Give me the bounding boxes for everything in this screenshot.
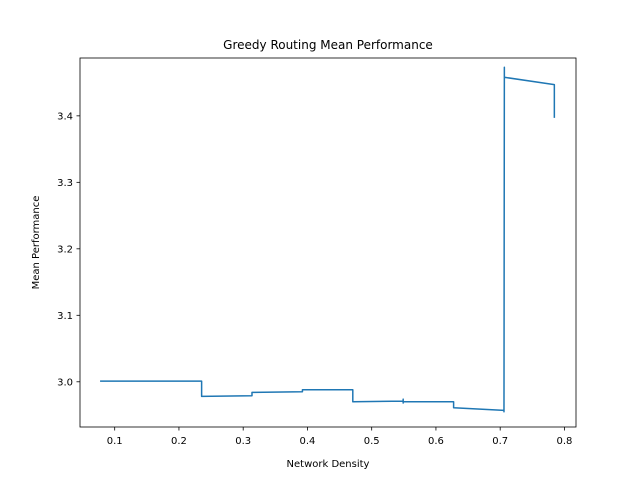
x-axis-label: Network Density xyxy=(287,459,370,470)
y-tick-label: 3.2 xyxy=(57,244,73,255)
axes-frame xyxy=(79,57,577,428)
y-tick-label: 3.4 xyxy=(57,111,73,122)
x-tick-label: 0.7 xyxy=(492,436,508,447)
plot-area xyxy=(100,66,556,413)
chart-title: Greedy Routing Mean Performance xyxy=(223,38,433,52)
x-tick-label: 0.1 xyxy=(107,436,123,447)
x-tick-label: 0.8 xyxy=(556,436,572,447)
y-tick-label: 3.1 xyxy=(57,311,73,322)
y-tick-label: 3.3 xyxy=(57,178,73,189)
x-tick-label: 0.3 xyxy=(235,436,251,447)
x-tick-label: 0.5 xyxy=(364,436,380,447)
y-axis-label: Mean Performance xyxy=(31,196,42,290)
series-line xyxy=(100,66,556,413)
axis-ticks: 0.1 0.2 0.3 0.4 0.5 0.6 0.7 0.8 3.0 3.1 3.2 3.3 3.4 xyxy=(57,111,572,447)
x-tick-label: 0.4 xyxy=(299,436,315,447)
y-tick-label: 3.0 xyxy=(57,377,73,388)
x-tick-label: 0.6 xyxy=(428,436,444,447)
x-tick-label: 0.2 xyxy=(171,436,187,447)
